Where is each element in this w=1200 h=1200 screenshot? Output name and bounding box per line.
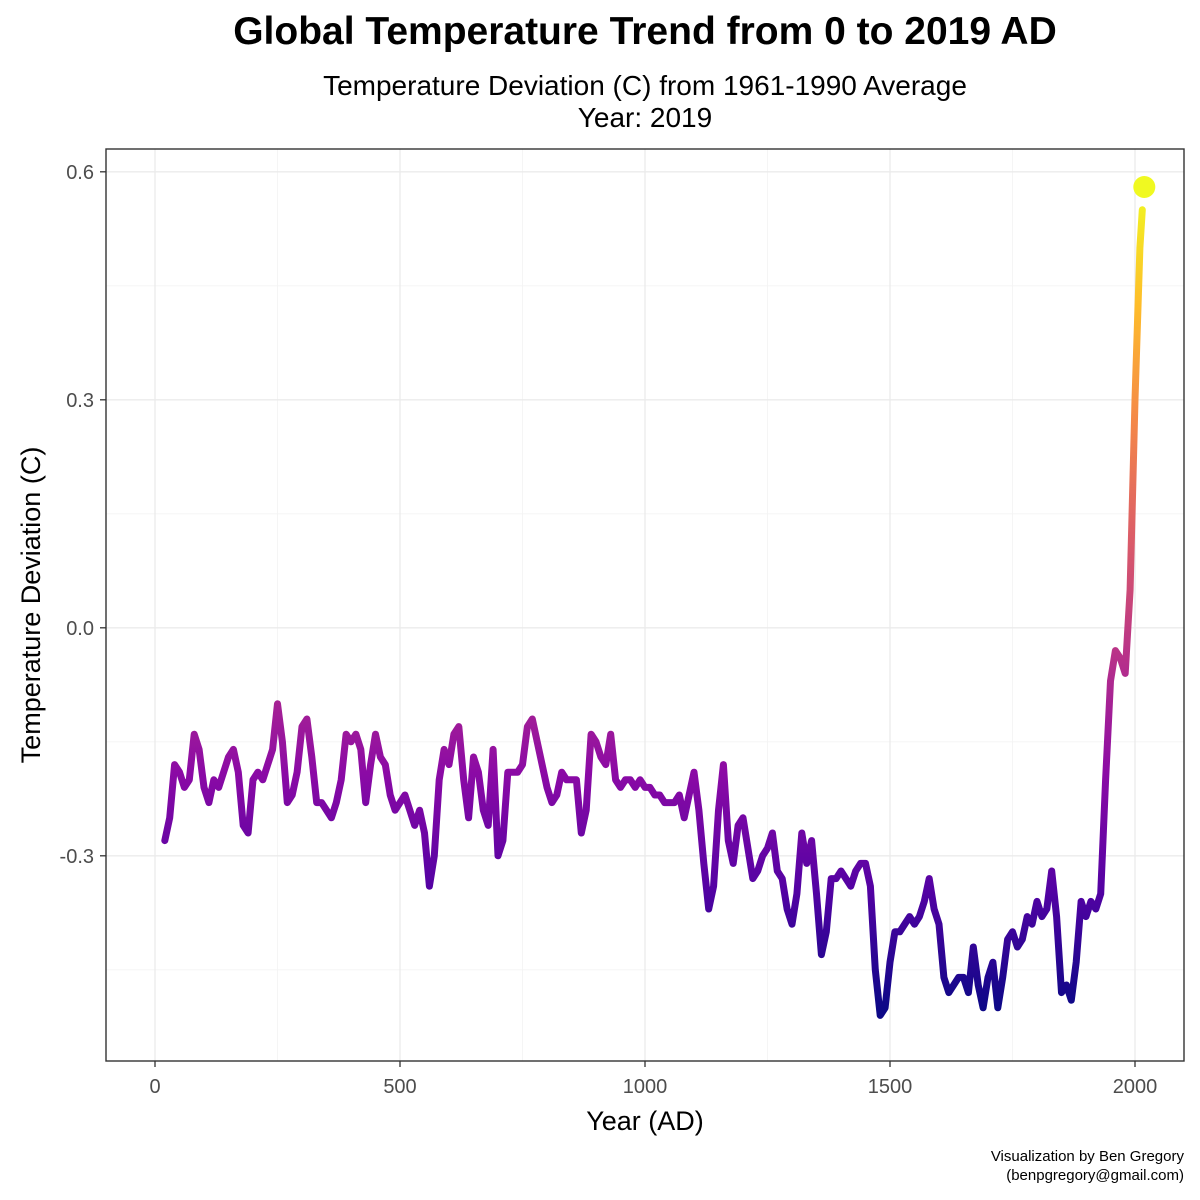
x-tick-label: 1000 [623,1076,668,1098]
x-axis-title: Year (AD) [586,1106,704,1136]
x-tick-label: 0 [149,1076,160,1098]
attribution-caption: Visualization by Ben Gregory (benpgregor… [991,1147,1184,1185]
series-layer [161,176,1156,1019]
x-tick-label: 1500 [868,1076,913,1098]
caption-email: (benpgregory@gmail.com) [1006,1167,1184,1184]
subtitle-line-year: Year: 2019 [577,102,713,133]
current-year-point [1133,176,1156,198]
y-tick-label: 0.6 [66,162,94,184]
y-tick-label: 0.3 [66,390,94,412]
x-tick-label: 500 [383,1076,416,1098]
grid-lines [106,149,1184,1061]
y-axis-title: Temperature Deviation (C) [16,447,46,764]
subtitle-line-description: Temperature Deviation (C) from 1961-1990… [323,70,967,101]
chart-subtitle: Temperature Deviation (C) from 1961-1990… [0,70,1200,134]
x-tick-label: 2000 [1113,1076,1158,1098]
y-tick-label: 0.0 [66,618,94,640]
y-tick-label: -0.3 [60,846,94,868]
chart-title: Global Temperature Trend from 0 to 2019 … [233,10,1057,53]
caption-author: Visualization by Ben Gregory [990,1148,1184,1165]
temperature-line [161,206,1146,1019]
axes-layer: 0 500 1000 1500 2000 -0.3 0.0 0.3 0.6 Year (AD) Te… [16,162,1157,1136]
